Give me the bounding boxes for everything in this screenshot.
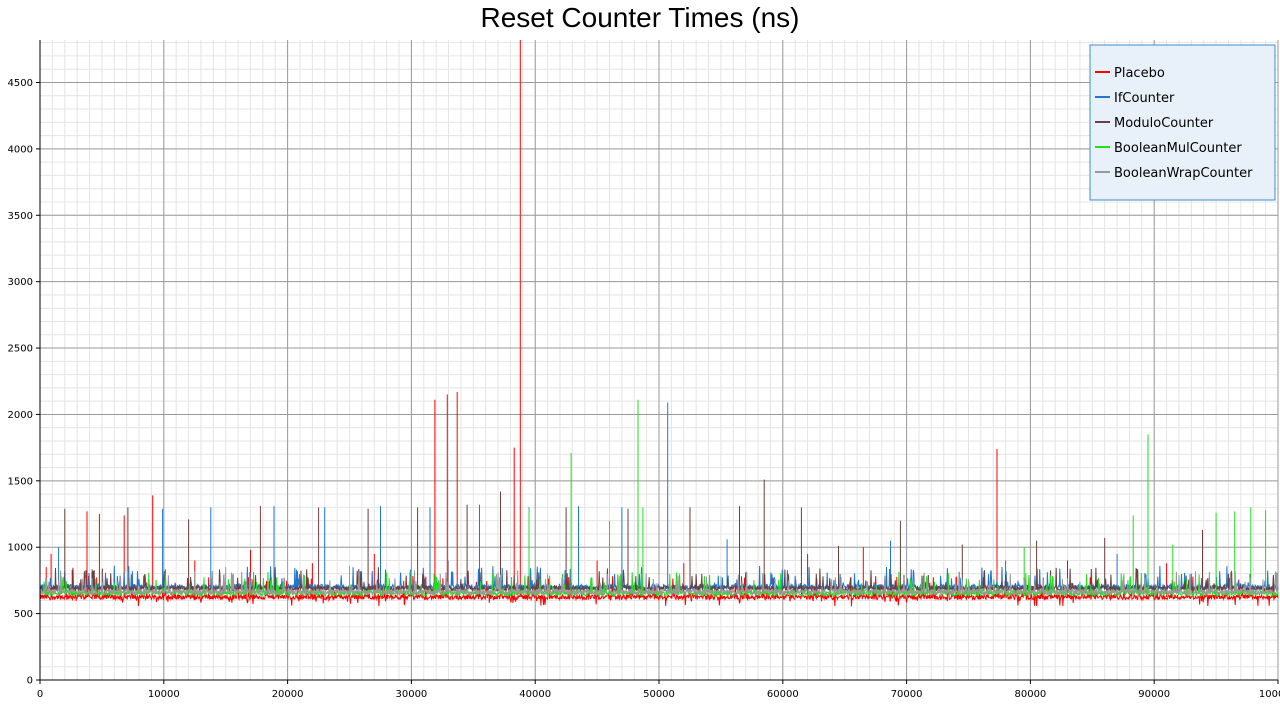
series-line [39, 570, 1279, 597]
series-group [39, 40, 1279, 607]
y-tick-label: 4500 [8, 78, 33, 89]
x-tick-label: 30000 [395, 689, 427, 700]
x-tick-label: 50000 [643, 689, 675, 700]
legend: Placebo IfCounter ModuloCounter BooleanMulC… [1089, 44, 1276, 201]
x-tick-label: 20000 [272, 689, 304, 700]
y-tick-label: 3500 [8, 211, 33, 222]
x-tick-label: 0 [37, 689, 43, 700]
legend-entry-label: ModuloCounter [1114, 116, 1214, 131]
x-tick-label: 80000 [1014, 689, 1046, 700]
x-tick-label: 10000 [148, 689, 180, 700]
x-tick-label: 40000 [519, 689, 551, 700]
x-tick-label: 100000 [1259, 689, 1280, 700]
x-tick-label: 70000 [891, 689, 923, 700]
legend-entry-label: IfCounter [1114, 91, 1175, 106]
series-booleanmulcounter [39, 399, 1279, 598]
chart-title: Reset Counter Times (ns) [480, 2, 800, 33]
legend-entry-label: Placebo [1114, 66, 1165, 81]
y-tick-label: 4000 [8, 144, 33, 155]
series-booleanwrapcounter [39, 560, 1279, 597]
series-line [39, 575, 1279, 607]
y-tick-label: 2000 [8, 410, 33, 421]
legend-box [1089, 44, 1276, 201]
series-line [39, 571, 1279, 598]
y-tick-label: 500 [14, 609, 33, 620]
legend-entry-label: BooleanWrapCounter [1114, 166, 1253, 181]
y-tick-label: 3000 [8, 277, 33, 288]
y-tick-label: 1500 [8, 476, 33, 487]
legend-entry-label: BooleanMulCounter [1114, 141, 1242, 156]
y-tick-label: 2500 [8, 344, 33, 355]
x-tick-label: 90000 [1138, 689, 1170, 700]
y-tick-label: 1000 [8, 543, 33, 554]
y-tick-label: 0 [27, 676, 33, 687]
x-tick-label: 60000 [767, 689, 799, 700]
